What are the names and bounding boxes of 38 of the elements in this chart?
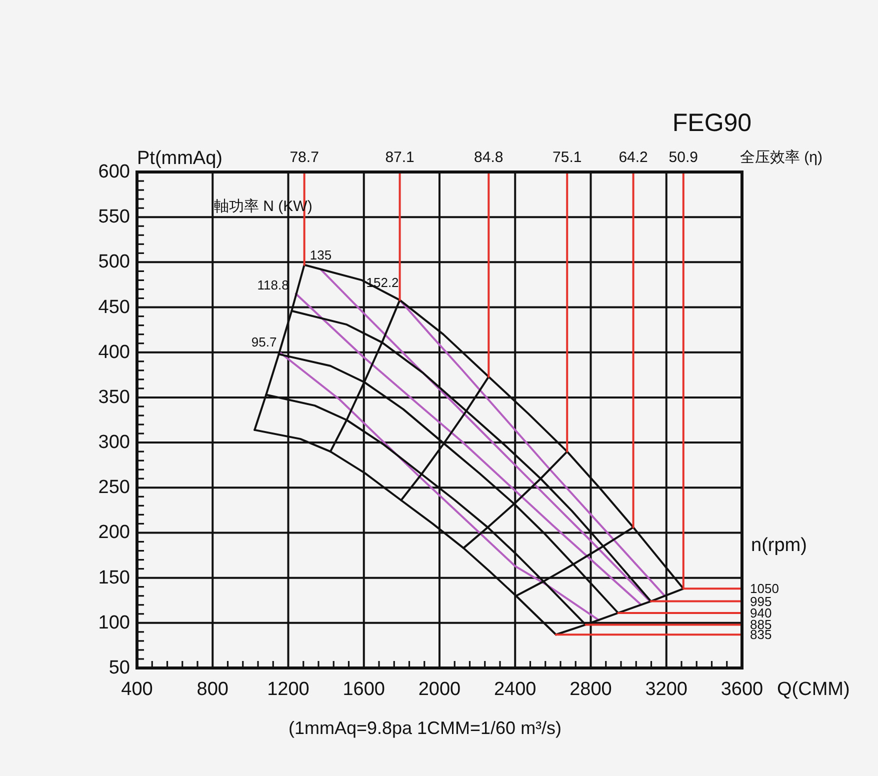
y-axis-title: Pt(mmAq) [137,148,222,169]
x-tick-label: 1600 [342,679,386,700]
text: (1mmAq=9.8pa 1CMM=1/60 m³/s) [288,718,562,738]
y-tick-label: 600 [98,162,130,182]
annotation: 87.1 [385,149,414,166]
y-tick-label: 550 [98,206,130,228]
x-tick-label: 3600 [720,679,764,700]
chart-title: FEG90 [672,109,752,137]
text: n(rpm) [751,535,807,556]
y-tick-label: 450 [98,296,130,318]
annotation: 75.1 [552,149,582,166]
x-axis-title: Q(CMM) [777,679,850,700]
x-tick-label: 400 [121,679,153,700]
x-tick-label: 1200 [267,679,310,700]
y-tick-label: 500 [98,252,130,273]
annotation: 1050 [750,581,779,596]
x-tick-label: 2400 [494,679,536,700]
y-tick-label: 150 [98,567,130,588]
y-tick-label: 200 [98,522,130,544]
annotation: 78.7 [290,149,319,166]
y-tick-label: 350 [98,386,130,408]
annotation: 152.2 [366,275,399,290]
x-tick-label: 3200 [645,679,688,700]
x-tick-label: 2000 [418,679,461,700]
annotation: 135 [310,247,332,262]
annotation: 50.9 [668,149,698,166]
y-tick-label: 250 [98,477,130,498]
y-tick-label: 400 [98,342,130,363]
x-tick-label: 2800 [570,679,612,700]
y-tick-label: 50 [108,658,130,678]
x-tick-label: 800 [196,679,228,700]
y-tick-label: 300 [98,432,130,454]
annotation: 95.7 [251,334,277,350]
annotation: 84.8 [474,149,504,166]
text: 全压效率 (η) [740,149,823,166]
annotation: 118.8 [257,278,289,293]
annotation: 64.2 [618,149,648,166]
y-tick-label: 100 [98,612,130,634]
